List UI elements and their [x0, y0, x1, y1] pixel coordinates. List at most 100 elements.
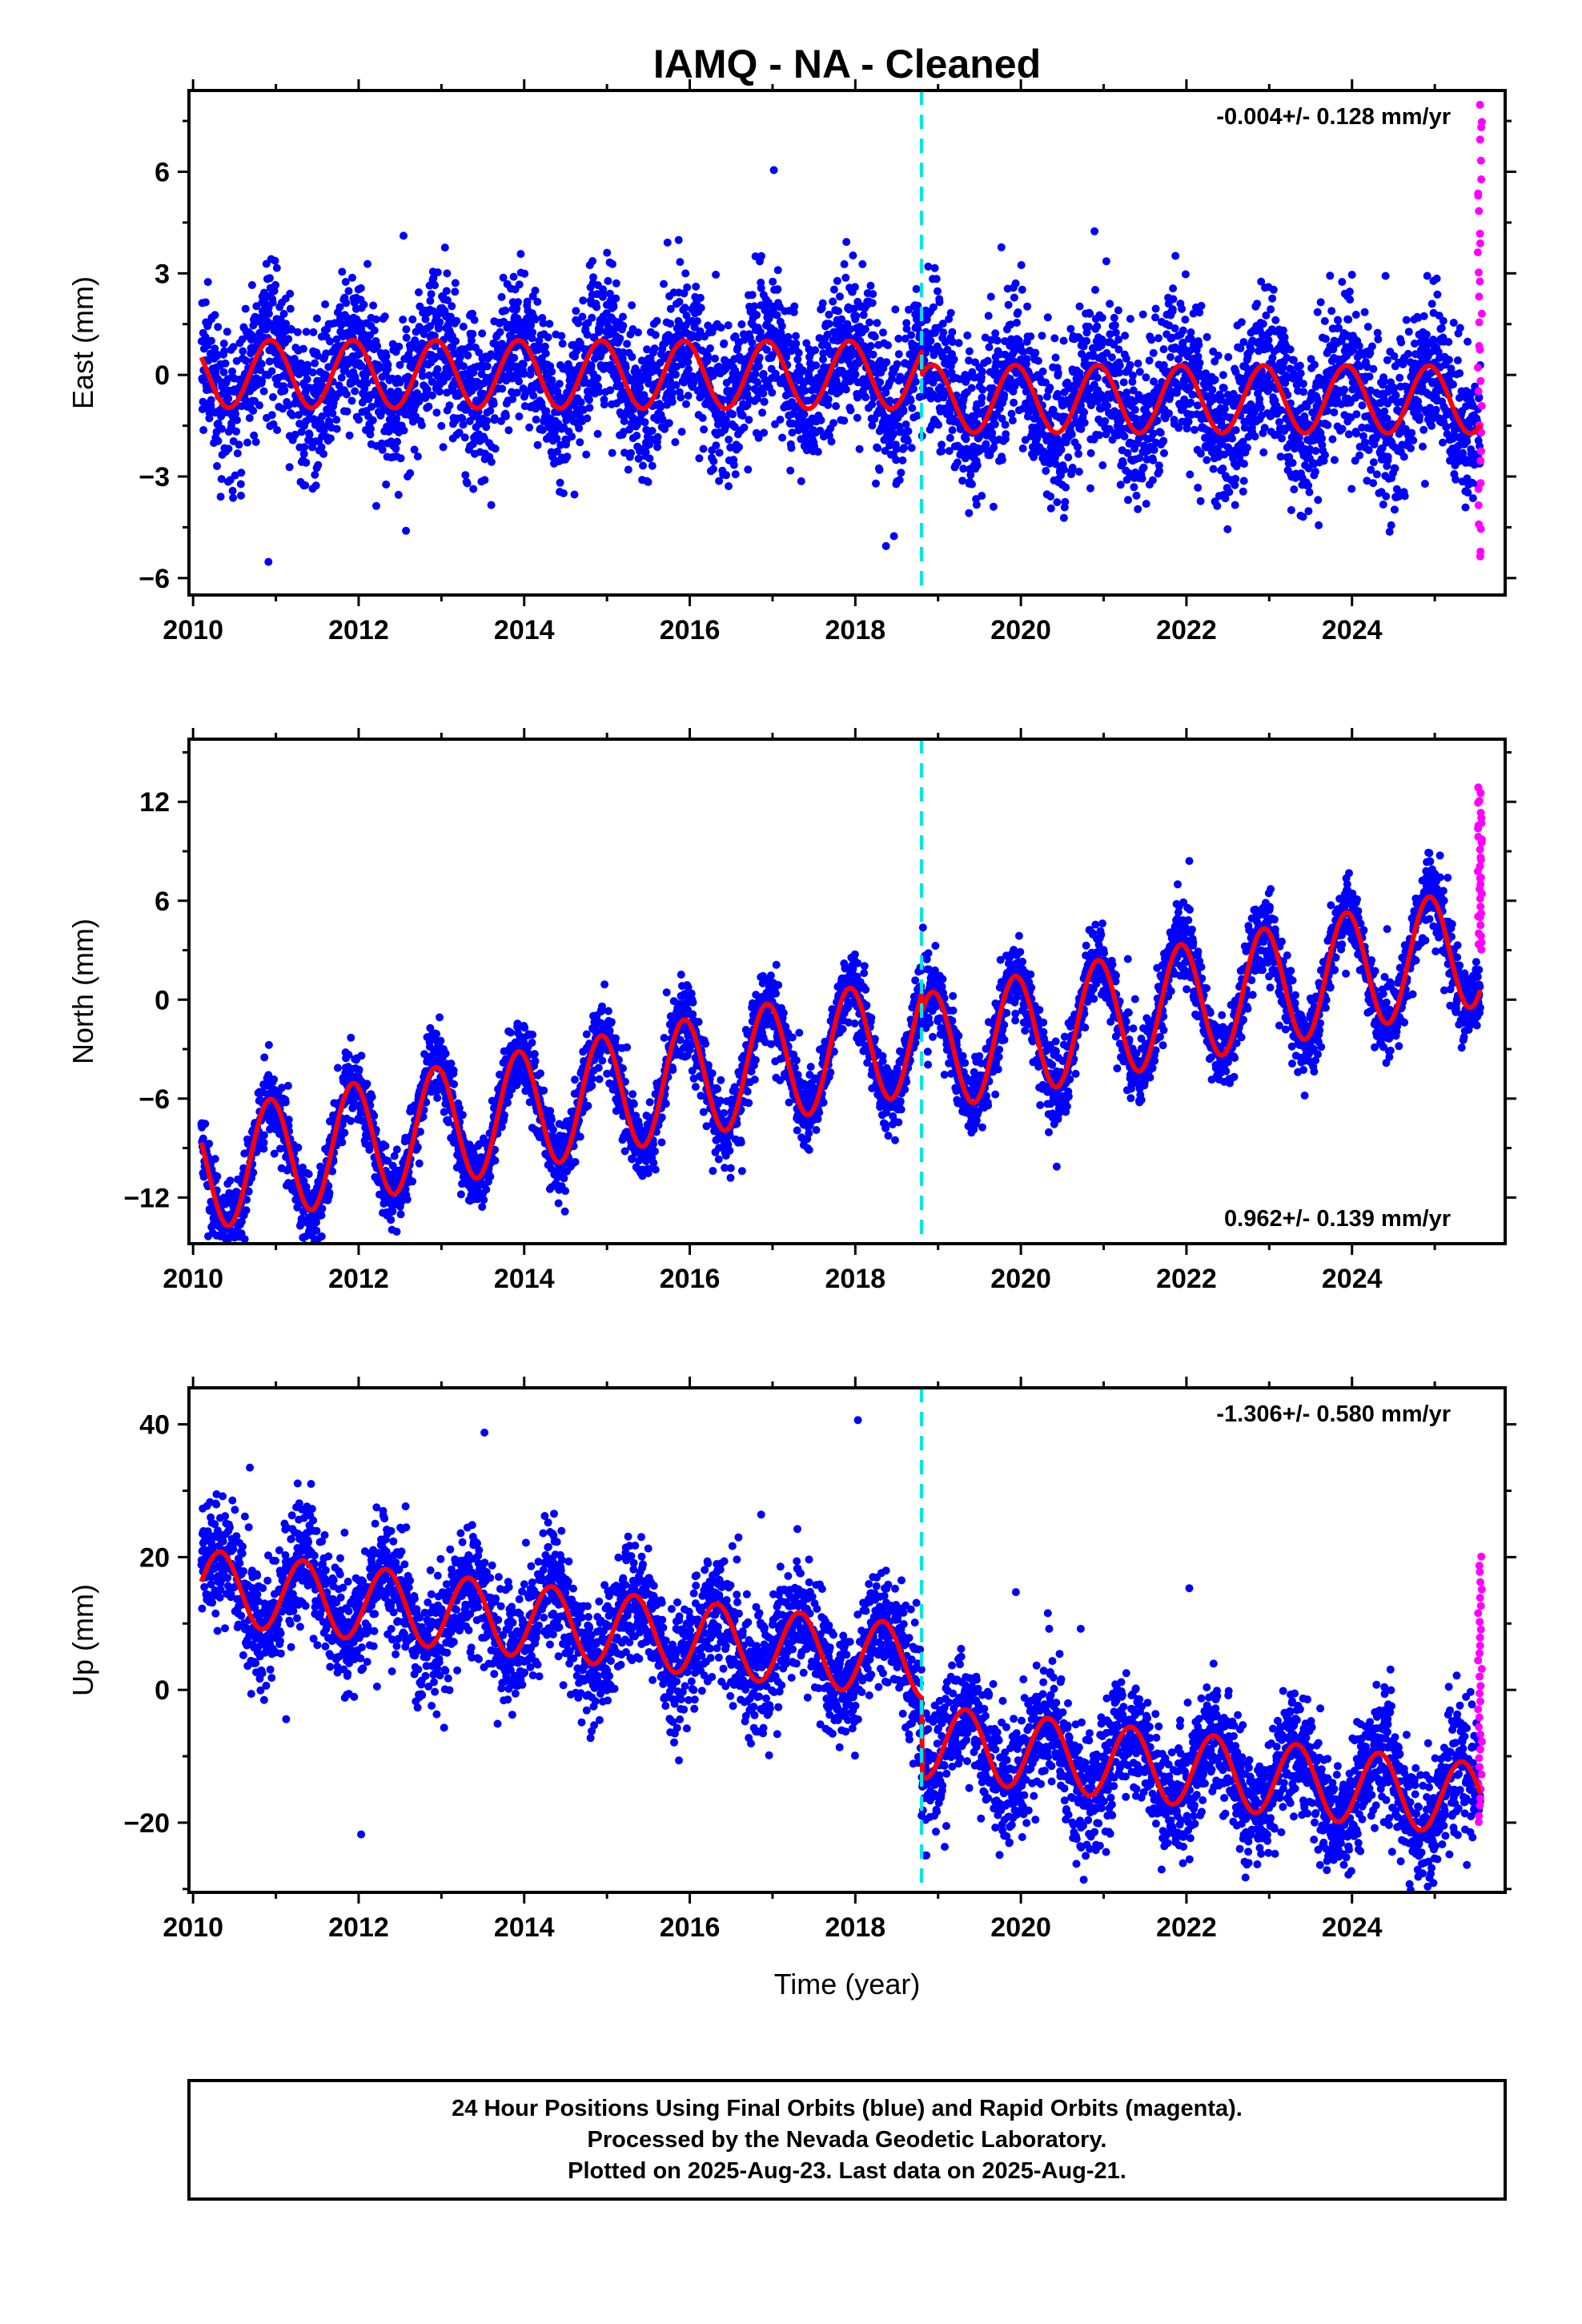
final-orbit-point: [456, 353, 464, 362]
final-orbit-point: [608, 448, 616, 457]
final-orbit-point: [249, 406, 258, 415]
final-orbit-point: [1165, 409, 1173, 418]
final-orbit-point: [515, 377, 524, 386]
final-orbit-point: [653, 443, 662, 452]
final-orbit-point: [288, 411, 297, 420]
final-orbit-point: [1110, 321, 1119, 330]
final-orbit-point: [1062, 483, 1070, 492]
final-orbit-point: [540, 342, 549, 351]
final-orbit-point: [873, 319, 881, 328]
final-orbit-point: [912, 284, 921, 293]
final-orbit-point: [439, 443, 448, 452]
final-orbit-point: [588, 313, 596, 322]
final-orbit-point: [829, 297, 837, 306]
final-orbit-point: [1311, 468, 1319, 476]
final-orbit-point: [355, 416, 363, 424]
final-orbit-point: [367, 424, 375, 433]
final-orbit-point: [834, 307, 842, 316]
final-orbit-point: [644, 477, 652, 486]
final-orbit-point: [1197, 301, 1206, 310]
final-orbit-point: [382, 480, 391, 489]
final-orbit-point: [216, 493, 225, 501]
final-orbit-point: [284, 401, 293, 410]
final-orbit-point: [1323, 420, 1332, 429]
final-orbit-point: [1326, 271, 1335, 280]
final-orbit-point: [1269, 285, 1278, 294]
final-orbit-point: [402, 325, 411, 334]
final-orbit-point: [978, 492, 986, 501]
final-orbit-point: [745, 416, 753, 424]
final-orbit-point: [773, 285, 782, 294]
final-orbit-point: [1387, 521, 1395, 529]
final-orbit-point: [725, 436, 733, 444]
final-orbit-point: [972, 501, 981, 509]
final-orbit-point: [1090, 227, 1099, 235]
final-orbit-point: [684, 392, 693, 400]
final-orbit-point: [893, 360, 901, 368]
final-orbit-point: [280, 386, 289, 395]
final-orbit-point: [531, 286, 540, 295]
final-orbit-point: [538, 426, 547, 434]
final-orbit-point: [792, 340, 801, 348]
final-orbit-point: [1383, 452, 1392, 461]
final-orbit-point: [1397, 338, 1406, 347]
final-orbit-point: [463, 479, 472, 488]
final-orbit-point: [1017, 261, 1026, 269]
final-orbit-point: [1449, 319, 1458, 327]
final-orbit-point: [1330, 456, 1339, 464]
final-orbit-point: [410, 445, 419, 454]
final-orbit-point: [286, 304, 295, 313]
final-orbit-point: [461, 471, 470, 480]
final-orbit-point: [393, 437, 402, 446]
final-orbit-point: [1320, 316, 1329, 325]
final-orbit-point: [900, 444, 909, 452]
final-orbit-point: [683, 283, 692, 292]
final-orbit-point: [724, 321, 733, 330]
final-orbit-point: [515, 412, 524, 420]
final-orbit-point: [682, 400, 690, 408]
final-orbit-point: [487, 501, 496, 509]
final-orbit-point: [773, 266, 782, 275]
final-orbit-point: [1126, 360, 1134, 369]
final-orbit-point: [1184, 417, 1193, 426]
final-orbit-point: [268, 298, 277, 307]
final-orbit-point: [279, 309, 288, 318]
final-orbit-point: [201, 332, 210, 341]
final-orbit-point: [1365, 372, 1374, 381]
final-orbit-point: [1264, 336, 1273, 344]
rapid-orbit-point: [1475, 342, 1484, 350]
final-orbit-point: [897, 468, 905, 477]
final-orbit-point: [978, 385, 987, 394]
final-orbit-point: [531, 315, 540, 324]
final-orbit-point: [311, 359, 319, 368]
final-orbit-point: [1075, 302, 1084, 311]
final-orbit-point: [1433, 290, 1442, 299]
final-orbit-point: [431, 281, 440, 290]
final-orbit-point: [1084, 322, 1093, 331]
final-orbit-point: [881, 541, 890, 550]
final-orbit-point: [1382, 492, 1391, 501]
final-orbit-point: [1367, 342, 1376, 351]
final-orbit-point: [459, 322, 468, 331]
final-orbit-point: [926, 336, 935, 345]
final-orbit-point: [729, 460, 738, 469]
final-orbit-point: [515, 280, 524, 289]
final-orbit-point: [1352, 410, 1361, 419]
final-orbit-point: [1059, 336, 1068, 345]
final-orbit-point: [660, 279, 668, 288]
final-orbit-point: [314, 352, 322, 360]
final-orbit-point: [211, 344, 219, 353]
final-orbit-point: [1145, 356, 1154, 365]
final-orbit-point: [1156, 428, 1165, 437]
final-orbit-point: [1159, 436, 1168, 445]
final-orbit-point: [735, 443, 743, 452]
final-orbit-point: [499, 273, 508, 282]
final-orbit-point: [1195, 359, 1204, 368]
final-orbit-point: [672, 370, 680, 379]
final-orbit-point: [348, 273, 356, 282]
final-orbit-point: [891, 305, 900, 314]
final-orbit-point: [853, 413, 861, 422]
final-orbit-point: [978, 368, 986, 376]
final-orbit-point: [903, 436, 912, 445]
final-orbit-point: [1355, 451, 1364, 460]
